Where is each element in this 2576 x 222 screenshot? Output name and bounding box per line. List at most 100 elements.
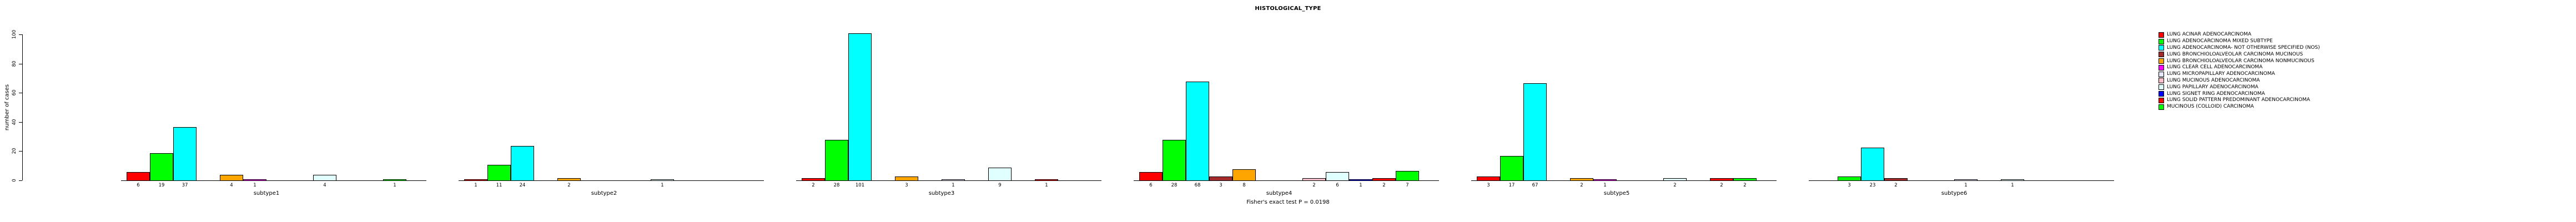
legend-swatch [2159,97,2164,103]
bar-value-label: 28 [833,183,840,188]
legend-item: LUNG MICROPAPILLARY ADENOCARCINOMA [2159,71,2320,78]
bar-value-label: 1 [1603,183,1607,188]
legend-swatch [2159,45,2164,51]
bar [1500,156,1523,181]
legend-label: LUNG MUCINOUS ADENOCARCINOMA [2167,77,2260,83]
bar [313,175,336,181]
bar [988,168,1012,181]
bar-value-label: 2 [1673,183,1677,188]
bar-value-label: 1 [474,183,477,188]
bar-value-label: 6 [137,183,140,188]
bar-value-label: 2 [1743,183,1747,188]
bar [802,178,825,181]
bar [220,175,243,181]
legend-swatch [2159,58,2164,64]
bar [1349,179,1372,181]
bar-value-label: 1 [661,183,664,188]
bar [464,179,487,181]
legend-swatch [2159,64,2164,70]
bar [1139,172,1163,181]
legend-item: LUNG SOLID PATTERN PREDOMINANT ADENOCARC… [2159,97,2320,104]
bar-value-label: 2 [1720,183,1723,188]
bar [1163,140,1186,181]
bar-value-label: 2 [1580,183,1583,188]
bar [1302,178,1326,181]
bar-value-label: 6 [1149,183,1153,188]
x-axis-line [459,180,764,181]
legend-label: LUNG ADENOCARCINOMA- NOT OTHERWISE SPECI… [2167,44,2320,51]
bar-value-label: 1 [1964,183,1968,188]
x-axis-title: subtype5 [1603,190,1630,196]
bar [511,146,534,181]
legend-label: LUNG SOLID PATTERN PREDOMINANT ADENOCARC… [2167,97,2310,103]
bar-value-label: 3 [1219,183,1222,188]
bar-value-label: 3 [1848,183,1851,188]
y-axis-tick [19,151,22,152]
bar [150,153,173,181]
bar [1477,176,1500,181]
x-axis-title: subtype2 [591,190,617,196]
bar-value-label: 1 [253,183,256,188]
bar [1838,176,1861,181]
bar [825,140,848,181]
legend-label: LUNG BRONCHIOLOALVEOLAR CARCINOMA NONMUC… [2167,58,2315,64]
bar [1663,178,1687,181]
x-axis-line [1134,180,1439,181]
bar [1035,179,1058,181]
bar [243,179,266,181]
bar-value-label: 1 [393,183,396,188]
y-axis-tick-label: 40 [12,119,17,125]
x-axis-title: subtype6 [1941,190,1968,196]
legend-swatch [2159,78,2164,84]
bar-value-label: 1 [2011,183,2014,188]
y-axis-tick [19,180,22,181]
bar [651,179,674,181]
legend-swatch [2159,91,2164,97]
bar-value-label: 4 [323,183,326,188]
bar-value-label: 1 [1359,183,1362,188]
bar-value-label: 28 [1171,183,1178,188]
x-axis-line [1471,180,1777,181]
bar-value-label: 2 [1382,183,1386,188]
bar [1186,82,1209,181]
y-axis-line [22,34,23,180]
y-axis-tick-label: 0 [12,179,17,182]
bar-value-label: 2 [1894,183,1898,188]
bar [1570,178,1593,181]
legend-item: LUNG ADENOCARCINOMA- NOT OTHERWISE SPECI… [2159,45,2320,52]
legend-swatch [2159,71,2164,77]
bar-value-label: 17 [1508,183,1515,188]
x-axis-title: subtype4 [1266,190,1292,196]
y-axis-tick [19,34,22,35]
bar-value-label: 7 [1406,183,1409,188]
bar [1396,171,1419,181]
bar-value-label: 19 [158,183,165,188]
legend-label: LUNG ACINAR ADENOCARCINOMA [2167,32,2252,38]
bar [1326,172,1349,181]
bar [942,179,965,181]
bar [1209,176,1232,181]
bar [1593,179,1617,181]
legend-label: LUNG CLEAR CELL ADENOCARCINOMA [2167,64,2263,70]
bar-value-label: 37 [182,183,188,188]
bar [1954,179,1978,181]
bar-value-label: 11 [496,183,502,188]
legend: LUNG ACINAR ADENOCARCINOMA LUNG ADENOCARC… [2159,32,2320,110]
bar [127,172,150,181]
legend-item: LUNG BRONCHIOLOALVEOLAR CARCINOMA MUCINO… [2159,51,2320,58]
legend-swatch [2159,32,2164,38]
legend-swatch [2159,84,2164,90]
y-axis-tick-label: 100 [12,29,17,39]
y-axis-tick [19,122,22,123]
bar-value-label: 6 [1336,183,1339,188]
bar [1523,83,1547,181]
bar [557,178,581,181]
bar-value-label: 3 [1487,183,1490,188]
bar-value-label: 68 [1194,183,1201,188]
chart-title: HISTOLOGICAL_TYPE [1255,6,1321,12]
bar [895,176,918,181]
legend-item: LUNG ADENOCARCINOMA MIXED SUBTYPE [2159,38,2320,45]
legend-label: LUNG ADENOCARCINOMA MIXED SUBTYPE [2167,38,2273,44]
bar [1372,178,1396,181]
